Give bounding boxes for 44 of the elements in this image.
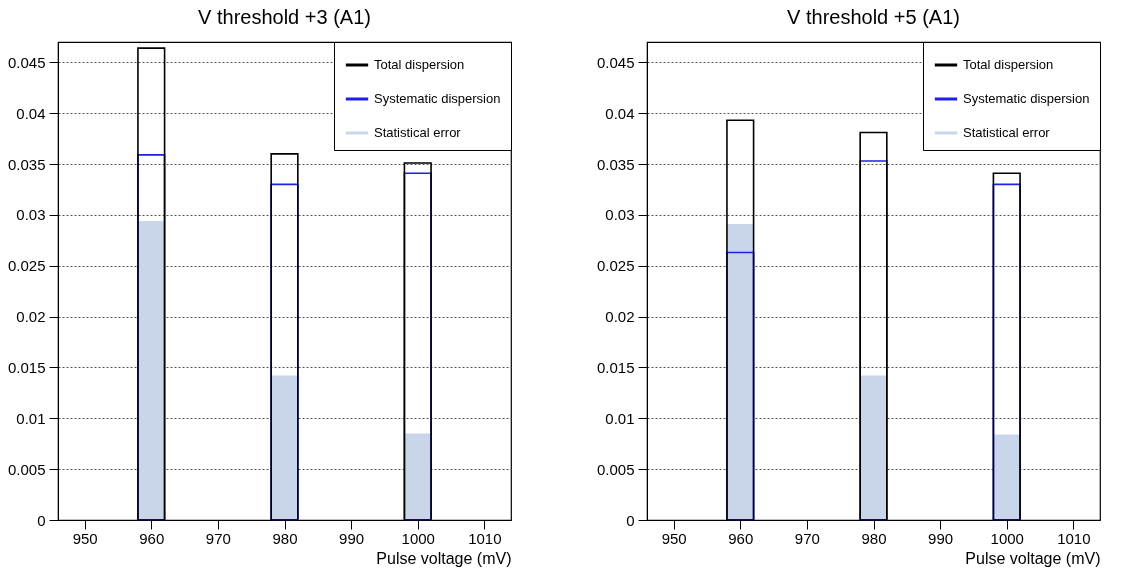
x-tick-label: 950 — [661, 529, 687, 547]
x-tick-label: 1010 — [1057, 529, 1091, 547]
y-tick-label: 0.015 — [7, 358, 46, 376]
y-tick-label: 0.025 — [596, 257, 635, 275]
y-tick-label: 0.005 — [596, 460, 635, 478]
y-tick-label: 0.01 — [16, 409, 46, 427]
y-tick-label: 0.005 — [7, 460, 46, 478]
x-tick-label: 1010 — [468, 529, 502, 547]
y-tick-label: 0.015 — [596, 358, 635, 376]
y-tick-label: 0.04 — [605, 104, 635, 122]
x-tick-label: 990 — [339, 529, 365, 547]
y-tick-label: 0.035 — [596, 155, 635, 173]
y-tick-label: 0 — [37, 511, 46, 529]
y-tick-label: 0.03 — [16, 206, 46, 224]
x-tick-label: 970 — [794, 529, 820, 547]
x-tick-label: 980 — [272, 529, 298, 547]
y-tick-label: 0.02 — [605, 308, 635, 326]
chart-title: V threshold +3 (A1) — [198, 5, 371, 28]
y-tick-label: 0.045 — [596, 53, 635, 71]
x-tick-label: 960 — [728, 529, 754, 547]
y-tick-label: 0.045 — [7, 53, 46, 71]
x-tick-label: 1000 — [990, 529, 1024, 547]
y-tick-label: 0.02 — [16, 308, 46, 326]
legend-label: Statistical error — [963, 125, 1051, 140]
chart-title: V threshold +5 (A1) — [787, 5, 960, 28]
y-tick-label: 0 — [626, 511, 635, 529]
x-tick-label: 990 — [928, 529, 954, 547]
legend-label: Total dispersion — [374, 57, 465, 72]
x-tick-label: 960 — [139, 529, 165, 547]
x-tick-label: 1000 — [401, 529, 435, 547]
y-tick-label: 0.04 — [16, 104, 46, 122]
x-tick-label: 950 — [72, 529, 98, 547]
x-axis-title: Pulse voltage (mV) — [965, 549, 1101, 567]
y-tick-label: 0.025 — [7, 257, 46, 275]
legend-label: Systematic dispersion — [963, 91, 1090, 106]
x-axis-title: Pulse voltage (mV) — [376, 549, 512, 567]
legend-label: Systematic dispersion — [374, 91, 501, 106]
y-tick-label: 0.035 — [7, 155, 46, 173]
legend-label: Total dispersion — [963, 57, 1054, 72]
x-tick-label: 970 — [205, 529, 231, 547]
y-tick-label: 0.03 — [605, 206, 635, 224]
y-tick-label: 0.01 — [605, 409, 635, 427]
x-tick-label: 980 — [861, 529, 887, 547]
legend-label: Statistical error — [374, 125, 462, 140]
